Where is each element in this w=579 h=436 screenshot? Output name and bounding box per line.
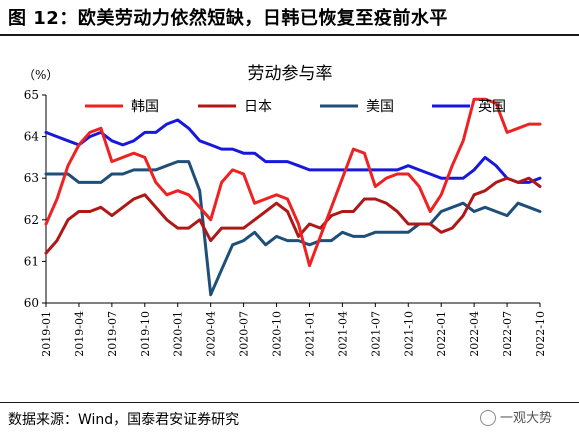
series-line-1 [44,176,542,255]
x-tick-label: 2021-07 [369,311,382,357]
watermark-text: 一观大势 [500,411,553,426]
y-tick-label: 64 [24,130,40,144]
x-tick-label: 2019-10 [139,311,152,357]
legend: 韩国 日本 美国 英国 [85,98,506,115]
x-tick-label: 2021-10 [402,311,415,357]
x-tick-label: 2021-04 [336,311,349,357]
legend-label-1: 日本 [244,99,272,115]
legend-label-2: 美国 [366,99,394,115]
x-tick-label: 2019-01 [40,311,53,357]
chart-title: 劳动参与率 [248,64,333,84]
legend-label-0: 韩国 [131,99,159,115]
source-note: 数据来源：Wind，国泰君安证券研究 [8,412,240,428]
series-line-3 [44,118,542,184]
x-tick-label: 2019-04 [73,311,86,357]
x-tick-label: 2020-04 [205,311,218,357]
x-tick-label: 2019-07 [106,311,119,357]
series-line-0 [44,97,542,268]
x-tick-label: 2022-10 [534,311,547,357]
y-axis-unit: （%） [23,68,58,82]
x-tick-label: 2022-04 [468,311,481,357]
y-tick-label: 60 [24,296,39,310]
y-tick-label: 62 [24,213,39,227]
footer-rule [0,402,579,403]
series-lines [44,97,542,297]
title-rule [0,34,579,36]
y-tick-label: 65 [24,88,39,102]
x-tick-label: 2022-07 [501,311,514,357]
x-tick-label: 2020-10 [271,311,284,357]
series-line-2 [44,160,542,297]
legend-label-3: 英国 [478,98,506,115]
y-tick-label: 63 [24,171,39,185]
figure-title: 图 12：欧美劳动力依然短缺，日韩已恢复至疫前水平 [8,8,448,29]
axes: 60 61 62 63 64 65 2019-01 2019-04 2019-07 2019-10… [24,88,547,357]
x-tick-label: 2020-01 [172,311,185,357]
x-tick-label: 2020-07 [238,311,251,357]
wechat-icon [480,409,496,426]
x-tick-label: 2021-01 [303,311,316,357]
watermark: 一观大势 [480,407,552,427]
x-tick-label: 2022-01 [435,311,448,357]
y-tick-label: 61 [24,254,39,268]
